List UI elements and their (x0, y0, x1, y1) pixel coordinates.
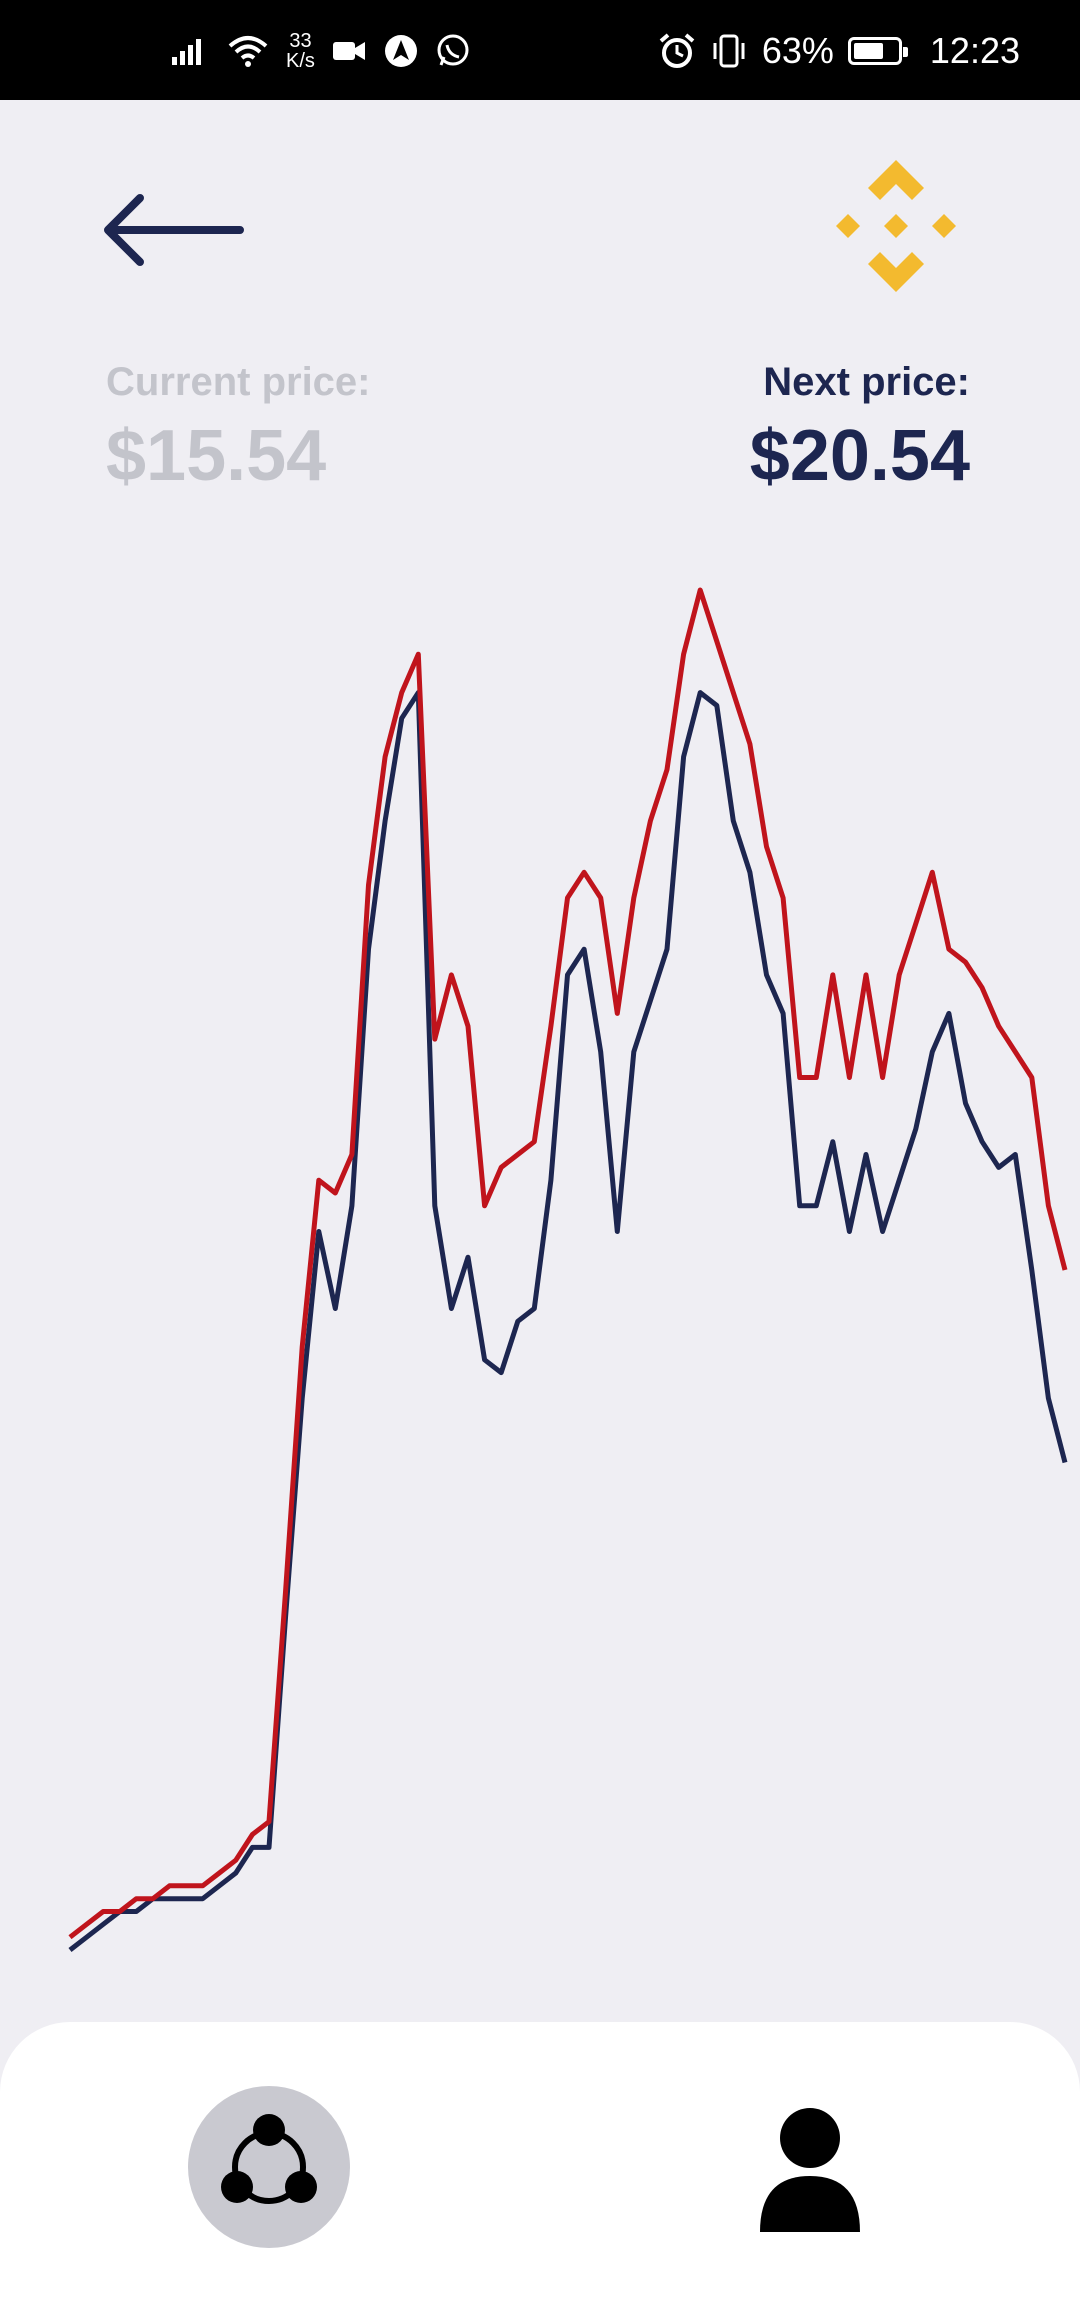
wifi-icon (228, 36, 268, 67)
back-button[interactable] (100, 190, 250, 270)
chart-series-line-2 (68, 587, 1068, 1940)
signal-icon (172, 39, 201, 65)
alarm-icon (659, 33, 695, 68)
battery-percent: 63% (761, 30, 834, 71)
nav-network-button[interactable] (188, 2086, 350, 2248)
next-price-label: Next price: (763, 360, 970, 404)
status-bar-left: 33 K/s (170, 26, 471, 76)
current-price: Current price: $15.54 (106, 360, 371, 497)
price-chart (68, 587, 1068, 1952)
status-bar: 33 K/s 63% 12:23 (0, 0, 1080, 100)
next-price-value: $20.54 (749, 416, 970, 496)
current-price-value: $15.54 (106, 416, 327, 496)
status-bar-right: 63% 12:23 (658, 26, 1020, 76)
next-price: Next price: $20.54 (750, 360, 970, 497)
navigation-icon (384, 35, 417, 67)
binance-logo-icon (836, 160, 956, 292)
chart-series-line-1 (68, 690, 1068, 1952)
battery-icon (847, 37, 908, 65)
network-speed-value: 33 (289, 30, 312, 52)
whatsapp-icon (437, 34, 469, 66)
arrow-left-icon (104, 194, 244, 266)
user-profile-icon (760, 2108, 860, 2232)
vibrate-icon (713, 34, 745, 68)
network-share-icon (221, 2114, 317, 2204)
nav-profile-button[interactable] (750, 2102, 870, 2242)
clock: 12:23 (929, 30, 1020, 71)
bottom-navigation (0, 2022, 1080, 2310)
video-camera-icon (332, 42, 365, 60)
current-price-label: Current price: (106, 360, 371, 404)
network-speed: 33 K/s (286, 31, 315, 71)
network-speed-unit: K/s (286, 50, 315, 72)
